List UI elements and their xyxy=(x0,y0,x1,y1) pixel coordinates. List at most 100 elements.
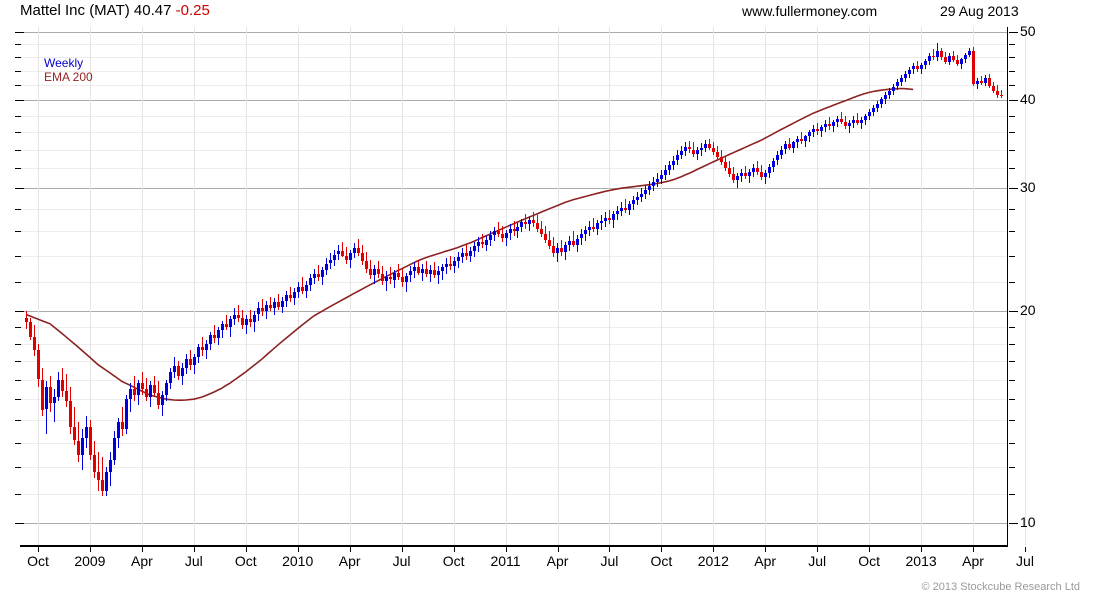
y-axis-tick xyxy=(1009,343,1015,345)
candle-body xyxy=(848,122,851,127)
candle-body xyxy=(548,239,551,246)
candle-body xyxy=(776,154,779,161)
candle-body xyxy=(812,128,815,133)
candle-body xyxy=(321,270,324,277)
candle-body xyxy=(736,175,739,180)
x-axis-tick xyxy=(89,547,91,552)
candle-body xyxy=(832,122,835,127)
candle-body xyxy=(716,152,719,157)
candle-body xyxy=(413,267,416,272)
legend-ema-200: EMA 200 xyxy=(44,70,93,84)
gridline-minor xyxy=(20,208,1007,210)
candle-body xyxy=(784,144,787,150)
candle-body xyxy=(221,323,224,331)
candle-body xyxy=(61,379,64,392)
gridline-vertical xyxy=(505,27,507,545)
y-axis-tick xyxy=(1009,442,1015,444)
candle-wick xyxy=(262,299,263,316)
candle-body xyxy=(481,242,484,245)
candle-body xyxy=(457,257,460,261)
candle-wick xyxy=(533,212,534,227)
y-axis-tick xyxy=(1009,132,1015,134)
candle-wick xyxy=(98,452,99,492)
candle-body xyxy=(632,200,635,205)
x-axis-label: Jul xyxy=(808,553,827,569)
x-axis-label: Apr xyxy=(546,553,569,569)
gridline-major xyxy=(20,522,1007,524)
candle-body xyxy=(33,336,36,351)
candle-body xyxy=(768,167,771,173)
candle-body xyxy=(944,57,947,62)
candle-wick xyxy=(745,166,746,179)
candle-body xyxy=(93,454,96,473)
y-axis-tick xyxy=(15,282,21,284)
gridline-minor xyxy=(20,44,1007,46)
candle-body xyxy=(101,480,104,491)
candle-body xyxy=(772,160,775,168)
candle-body xyxy=(105,472,108,492)
candle-body xyxy=(97,472,100,481)
candle-body xyxy=(612,214,615,220)
candle-body xyxy=(345,255,348,260)
candle-body xyxy=(449,263,452,267)
candle-body xyxy=(253,314,256,323)
candle-body xyxy=(477,242,480,246)
candle-body xyxy=(640,193,643,197)
candle-body xyxy=(69,401,72,427)
candle-body xyxy=(744,172,747,176)
candle-wick xyxy=(122,407,123,436)
candle-body xyxy=(684,146,687,152)
instrument-title: Mattel Inc (MAT) 40.47 xyxy=(20,2,172,19)
x-axis-tick xyxy=(557,547,559,552)
candle-body xyxy=(816,128,819,132)
candle-wick xyxy=(482,233,483,249)
candle-wick xyxy=(390,267,391,284)
candle-body xyxy=(936,51,939,58)
candle-body xyxy=(29,322,32,337)
candle-wick xyxy=(386,271,387,291)
gridline-major xyxy=(20,311,1007,313)
y-axis-tick xyxy=(1009,31,1018,33)
candle-body xyxy=(760,171,763,177)
gridline-minor xyxy=(20,282,1007,284)
x-axis-label: Oct xyxy=(650,553,673,569)
candle-wick xyxy=(238,305,239,323)
y-axis-label: 20 xyxy=(1020,302,1036,319)
candlestick-series xyxy=(20,27,1007,545)
candle-body xyxy=(880,99,883,104)
candle-body xyxy=(425,268,428,275)
gridline-vertical xyxy=(89,27,91,545)
plot-area[interactable]: Weekly EMA 200 xyxy=(20,27,1026,545)
plot-border-bottom xyxy=(20,545,1008,547)
candle-body xyxy=(497,231,500,234)
y-axis-tick xyxy=(15,70,21,72)
y-axis-tick xyxy=(1009,420,1015,422)
gridline-vertical xyxy=(765,27,767,545)
x-axis-tick xyxy=(765,547,767,552)
gridline-vertical xyxy=(557,27,559,545)
candle-wick xyxy=(573,231,574,247)
y-axis-right xyxy=(1006,27,1008,546)
candle-body xyxy=(704,144,707,148)
candle-body xyxy=(129,389,132,400)
candle-wick xyxy=(250,309,251,328)
gridline-vertical xyxy=(453,27,455,545)
candle-wick xyxy=(270,296,271,312)
candle-wick xyxy=(829,117,830,130)
x-axis-label: Oct xyxy=(858,553,880,569)
candle-body xyxy=(85,426,88,439)
candle-body xyxy=(840,118,843,123)
candle-body xyxy=(465,253,468,256)
y-axis-tick xyxy=(15,132,21,134)
y-axis-tick xyxy=(15,208,21,210)
candle-body xyxy=(77,440,80,455)
candle-wick xyxy=(749,169,750,183)
candle-body xyxy=(337,250,340,255)
candle-body xyxy=(245,319,248,326)
candle-body xyxy=(397,272,400,277)
candle-body xyxy=(145,389,148,398)
candle-body xyxy=(904,74,907,78)
y-axis-tick xyxy=(15,327,21,328)
y-axis-tick xyxy=(15,31,24,33)
candle-body xyxy=(524,222,527,225)
